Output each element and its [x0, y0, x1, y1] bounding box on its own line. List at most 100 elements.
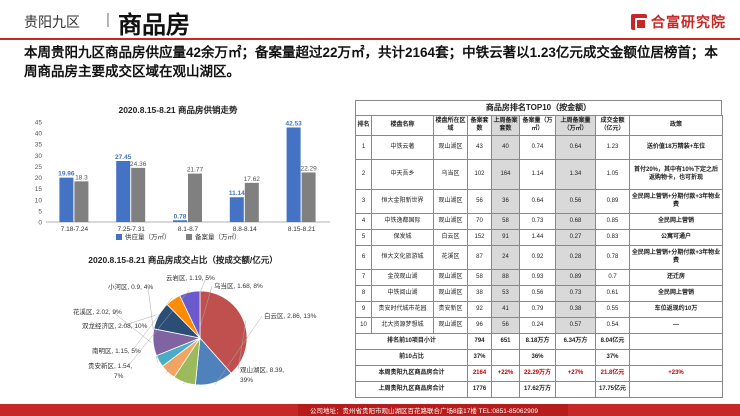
table-cell: 24	[491, 245, 520, 270]
table-cell: 0.68	[555, 213, 596, 230]
table-cell: 53	[491, 285, 520, 302]
table-header-cell: 楼盘所在区域	[433, 115, 468, 136]
table-cell: 0.64	[555, 135, 596, 160]
table-cell: 0.56	[519, 285, 556, 302]
breadcrumb-separator: |	[106, 11, 110, 28]
table-cell: 0.89	[555, 269, 596, 286]
y-tick-label: 10	[35, 197, 43, 204]
summary-label-cell: 前10占比	[355, 349, 468, 366]
table-summary-row: 上周贵阳九区商品房合计 1776 17.62万方 17.75亿元	[355, 381, 723, 398]
y-tick-label: 5	[38, 208, 42, 215]
breadcrumb: 贵阳九区	[24, 14, 80, 30]
table-header-row: 排名 楼盘名称 楼盘所在区域 备案套数 上周备案套数 备案量（万㎡） 上周备案量（万㎡） 成交…	[355, 115, 723, 136]
table-cell: 91	[491, 229, 520, 246]
x-tick-label: 8.15-8.21	[288, 226, 316, 233]
table-cell: 21.8亿元	[595, 365, 630, 382]
table-cell: 送价值18万精装+车位	[629, 135, 723, 160]
table-cell: 中铁云著	[371, 135, 434, 160]
pie-data-label: 云岩区, 1.19, 5%	[166, 273, 215, 282]
table-cell: 0.83	[595, 229, 630, 246]
table-cell: 全民网上营销	[629, 285, 723, 302]
table-cell: +23%	[629, 365, 723, 382]
table-cell: 1.23	[595, 135, 630, 160]
table-cell: 2	[355, 159, 372, 190]
table-cell: 96	[467, 317, 492, 334]
ranking-table: 排名 楼盘名称 楼盘所在区域 备案套数 上周备案套数 备案量（万㎡） 上周备案量（万㎡） 成交…	[355, 115, 723, 398]
table-cell: 152	[467, 229, 492, 246]
legend-swatch-filing	[186, 234, 192, 240]
table-header-cell: 政策	[629, 115, 723, 136]
table-cell: 北大资源梦想城	[371, 317, 434, 334]
page-footer: 公司地址：贵州省贵阳市观山湖区百花路联合广场8座17楼 TEL:0851-850…	[0, 404, 740, 416]
table-cell: 1.34	[555, 159, 596, 190]
table-summary-row: 排名前10项目小计 794 651 8.18万方 6.34万方 8.04亿元	[355, 333, 723, 350]
table-cell: 794	[467, 333, 492, 350]
footer-phone: TEL:0851-85062909	[478, 408, 538, 415]
table-cell: 0.56	[555, 189, 596, 214]
logo-icon	[631, 14, 647, 30]
table-summary-row: 前10占比 37% 36% 37%	[355, 349, 723, 366]
table-cell: 651	[491, 333, 520, 350]
table-cell: 56	[491, 317, 520, 334]
table-cell: 0.24	[519, 317, 556, 334]
table-cell: 白云区	[433, 229, 468, 246]
bar-legend: 供应量（万㎡） 备案量（万㎡）	[116, 232, 241, 241]
table-row: 2 中天吾乡 乌当区 102 164 1.14 1.34 1.05 首付20%，其中有10%下定…	[355, 159, 723, 190]
table-cell: 1.05	[595, 159, 630, 190]
table-header-cell: 上周备案套数	[491, 115, 520, 136]
table-cell: 8.18万方	[519, 333, 556, 350]
table-cell: 58	[491, 213, 520, 230]
table-cell: 0.93	[519, 269, 556, 286]
table-cell: 全民网上营销+分期付款+3年物业费	[629, 189, 723, 214]
logo-text: 合富研究院	[651, 14, 726, 30]
table-cell: 金茂观山湖	[371, 269, 434, 286]
table-row: 9 贵安时代城市花园 贵安新区 92 41 0.79 0.38 0.55 车位返现约10万	[355, 301, 723, 318]
pie-data-label: 南明区, 1.15, 5%	[92, 346, 141, 355]
table-cell: 观山湖区	[433, 317, 468, 334]
table-header-cell: 备案套数	[467, 115, 492, 136]
table-cell: 70	[467, 213, 492, 230]
table-header-cell: 楼盘名称	[371, 115, 434, 136]
table-row: 10 北大资源梦想城 观山湖区 96 56 0.24 0.57 0.54—	[355, 317, 723, 334]
table-cell	[629, 349, 723, 366]
table-row: 7 金茂观山湖 观山湖区 58 88 0.93 0.89 0.7 还迁房	[355, 269, 723, 286]
table-cell	[491, 349, 520, 366]
table-cell: 3	[355, 189, 372, 214]
bar-supply	[286, 127, 301, 222]
table-cell: +27%	[555, 365, 596, 382]
pie-chart-panel: 2020.8.15-8.21 商品房成交占比（按成交额/亿元） 观山湖区, 8.…	[18, 250, 348, 396]
company-logo: 合富研究院	[631, 12, 726, 32]
table-header-cell: 成交金额（亿元）	[595, 115, 630, 136]
bar-filing	[74, 181, 89, 222]
table-cell: 0.78	[595, 245, 630, 270]
table-cell: 车位返现约10万	[629, 301, 723, 318]
table-cell: 17.62万方	[519, 381, 556, 398]
table-header-cell: 排名	[355, 115, 372, 136]
bar-data-label: 19.96	[58, 171, 75, 178]
table-cell: 0.28	[555, 245, 596, 270]
footer-tab	[298, 404, 568, 416]
table-cell: 贵安时代城市花园	[371, 301, 434, 318]
table-cell: 恒大金阳新世界	[371, 189, 434, 214]
table-cell: 58	[467, 269, 492, 286]
pie-leader-line	[214, 315, 263, 385]
table-cell: 1.44	[519, 229, 556, 246]
bar-filing	[244, 182, 259, 222]
table-row: 1 中铁云著 观山湖区 43 40 0.74 0.64 1.23 送价值18万精装+车位	[355, 135, 723, 160]
headline-summary: 本周贵阳九区商品房供应量42余万㎡；备案量超过22万㎡，共计2164套；中铁云著…	[24, 45, 718, 79]
y-tick-label: 20	[35, 175, 43, 182]
table-cell: 0.38	[555, 301, 596, 318]
y-tick-label: 40	[35, 131, 43, 138]
legend-label-supply: 供应量（万㎡）	[125, 232, 171, 241]
table-cell: 0.73	[519, 213, 556, 230]
table-cell: 41	[491, 301, 520, 318]
table-cell: 还迁房	[629, 269, 723, 286]
table-cell: 观山湖区	[433, 189, 468, 214]
footer-company: 公司地址：贵州省贵阳市观山湖区百花路联合广场8座17楼	[310, 408, 477, 415]
bar-supply	[116, 161, 131, 222]
table-cell	[629, 333, 723, 350]
table-cell: 0.61	[595, 285, 630, 302]
table-cell: 0.55	[595, 301, 630, 318]
table-cell: 全民网上营销+分期付款+3年物业费	[629, 245, 723, 270]
table-cell: 10	[355, 317, 372, 334]
